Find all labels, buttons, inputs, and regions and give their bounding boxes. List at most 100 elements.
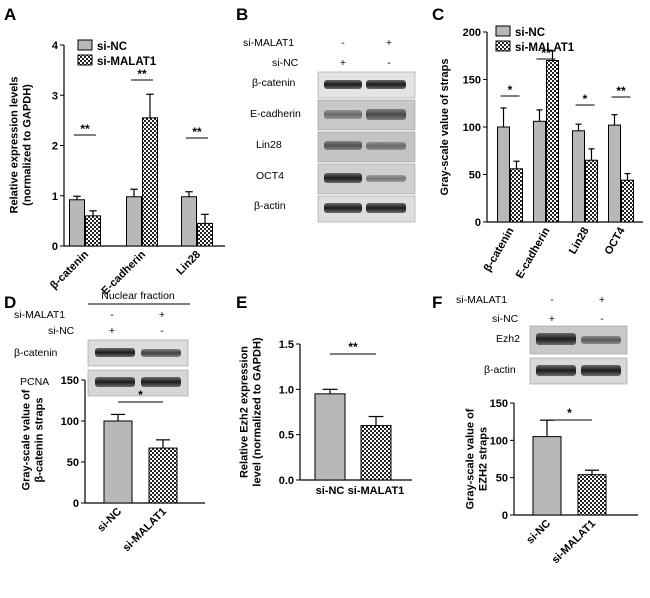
panel-label-f: F xyxy=(432,293,442,312)
x-tick-label-c: OCT4 xyxy=(603,225,629,257)
blot-d-band xyxy=(141,377,181,387)
y-tick-label-f: 50 xyxy=(496,473,508,485)
y-tick-label-f: 150 xyxy=(490,398,508,410)
blot-b: si-MALAT1 - + si-NC + - β-catenin E-cadh… xyxy=(243,37,416,223)
x-tick-label-d: si-MALAT1 xyxy=(121,506,170,555)
y-tick-label-f: 0 xyxy=(502,510,508,522)
blot-f-sign-1-1: - xyxy=(600,313,604,325)
y-tick-label-f: 100 xyxy=(490,435,508,447)
legend-swatch-c xyxy=(495,40,511,52)
panel-label-b: B xyxy=(236,5,248,24)
chart-c: 0 50 100 150 200 Gray-scale value of straps β-… xyxy=(439,25,643,281)
bar-d xyxy=(148,447,178,504)
bar-sinc-a xyxy=(69,199,85,247)
blot-b-band xyxy=(366,109,406,120)
x-tick-label-f: si-MALAT1 xyxy=(550,518,599,567)
x-tick-label-a: β-catenin xyxy=(48,248,91,291)
x-tick-label-c: β-catenin xyxy=(482,225,517,274)
blot-b-cond-0: si-MALAT1 xyxy=(243,37,294,49)
panel-label-c: C xyxy=(432,5,444,24)
sig-mark-a: ** xyxy=(137,67,147,81)
y-tick-label-d: 100 xyxy=(61,416,79,428)
y-tick-label-a: 0 xyxy=(52,241,58,253)
x-tick-label-f: si-NC xyxy=(524,518,553,547)
blot-b-row-3: OCT4 xyxy=(256,170,284,182)
blot-f-row-0: Ezh2 xyxy=(496,333,520,345)
blot-b-band xyxy=(366,203,406,213)
blot-f-band xyxy=(581,336,621,344)
y-tick-label-e: 0.0 xyxy=(279,475,294,487)
blot-d: Nuclear fraction si-MALAT1 - + si-NC + -… xyxy=(14,290,190,397)
sig-mark-c: * xyxy=(508,83,513,97)
blot-b-cond-1: si-NC xyxy=(272,57,299,69)
blot-f: si-MALAT1 - + si-NC + - Ezh2 β-actin xyxy=(456,294,628,385)
y-tick-label-c: 200 xyxy=(463,27,481,39)
sig-mark-f: * xyxy=(567,406,572,420)
y-tick-label-a: 2 xyxy=(52,141,58,153)
blot-f-band xyxy=(581,365,621,376)
blot-b-row-2: Lin28 xyxy=(256,139,282,151)
bar-e xyxy=(360,425,392,481)
blot-f-sign-0-0: - xyxy=(550,294,554,306)
blot-b-band xyxy=(324,173,362,183)
chart-d: 0 50 100 150 Gray-scale value ofβ-catenin st… xyxy=(21,375,205,555)
blot-b-band xyxy=(366,80,406,89)
blot-d-row-0: β-catenin xyxy=(14,347,58,359)
x-tick-label-d: si-NC xyxy=(95,506,124,535)
sig-mark-c: ** xyxy=(541,46,551,60)
bar-simalat1-c xyxy=(510,168,523,223)
bar-simalat1-a xyxy=(142,117,158,247)
blot-f-cond-1: si-NC xyxy=(492,313,519,325)
bar-simalat1-c xyxy=(546,60,559,223)
bar-d xyxy=(103,420,133,504)
sig-mark-e: ** xyxy=(348,340,358,354)
legend-label-c: si-NC xyxy=(515,27,545,39)
chart-e: 0.0 0.5 1.0 1.5 Relative Ezh2 expressionleve… xyxy=(239,337,412,497)
y-tick-label-d: 50 xyxy=(67,457,79,469)
y-tick-label-e: 0.5 xyxy=(279,430,294,442)
legend-swatch-c xyxy=(495,25,511,37)
y-axis-label-e: Relative Ezh2 expressionlevel (normalize… xyxy=(239,337,264,486)
y-axis-label-a: Relative expression levels(normalized to… xyxy=(9,77,34,214)
x-tick-label-a: Lin28 xyxy=(174,249,203,278)
x-tick-label-e: si-NC xyxy=(316,485,345,497)
x-tick-label-e: si-MALAT1 xyxy=(348,485,405,497)
blot-d-sign-1-0: + xyxy=(109,325,115,337)
blot-f-row-1: β-actin xyxy=(484,364,516,376)
sig-mark-a: ** xyxy=(80,122,90,136)
blot-f-sign-0-1: + xyxy=(599,294,605,306)
blot-b-band xyxy=(324,110,362,119)
panel-label-a: A xyxy=(4,5,16,24)
blot-d-sign-1-1: - xyxy=(160,325,164,337)
bar-sinc-c xyxy=(572,130,585,223)
blot-b-sign-0-0: - xyxy=(341,37,345,49)
bar-sinc-a xyxy=(126,196,142,247)
y-tick-label-e: 1.0 xyxy=(279,384,294,396)
blot-d-title: Nuclear fraction xyxy=(101,290,175,302)
blot-b-sign-1-1: - xyxy=(387,57,391,69)
blot-b-row-4: β-actin xyxy=(254,200,286,212)
y-tick-label-a: 4 xyxy=(52,40,59,52)
blot-d-cond-1: si-NC xyxy=(48,325,75,337)
blot-d-sign-0-1: + xyxy=(159,309,165,321)
blot-d-band xyxy=(141,349,181,357)
blot-b-band xyxy=(366,142,406,150)
blot-d-cond-0: si-MALAT1 xyxy=(14,309,65,321)
legend-swatch-a xyxy=(77,39,93,51)
legend-label-c: si-MALAT1 xyxy=(515,42,575,54)
y-tick-label-a: 1 xyxy=(52,191,58,203)
sig-mark-c: * xyxy=(583,92,588,106)
y-tick-label-d: 0 xyxy=(73,498,79,510)
y-tick-label-d: 150 xyxy=(61,375,79,387)
sig-mark-d: * xyxy=(138,388,143,402)
y-tick-label-a: 3 xyxy=(52,90,58,102)
sig-mark-a: ** xyxy=(192,125,202,139)
bar-f xyxy=(532,436,562,516)
blot-b-band xyxy=(324,141,362,150)
sig-mark-c: ** xyxy=(616,84,626,98)
blot-d-row-1: PCNA xyxy=(20,376,49,388)
legend-label-a: si-NC xyxy=(97,41,127,53)
legend-label-a: si-MALAT1 xyxy=(97,56,157,68)
bar-simalat1-a xyxy=(197,222,213,247)
bar-e xyxy=(314,393,346,481)
